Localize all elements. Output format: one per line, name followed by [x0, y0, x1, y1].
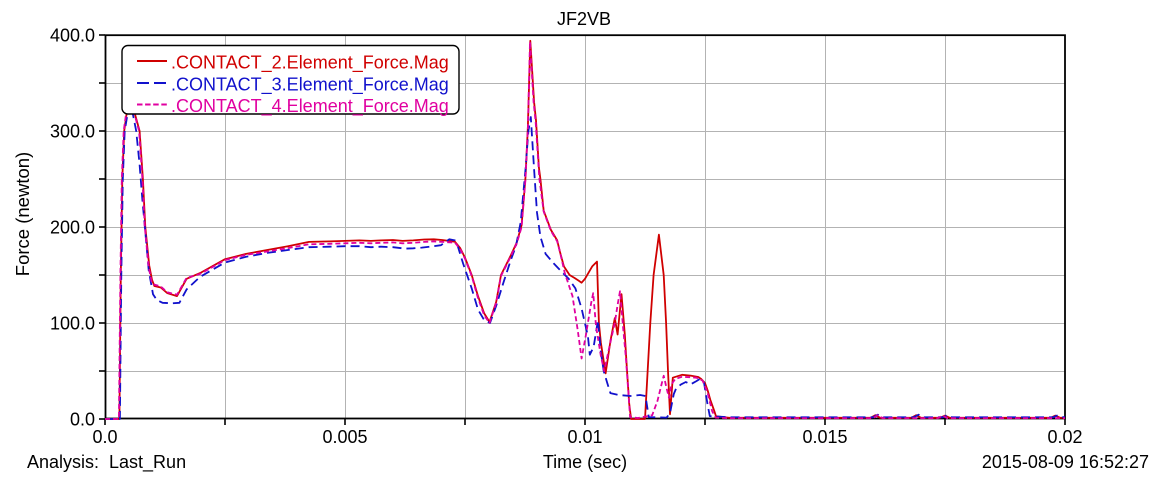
svg-text:.CONTACT_2.Element_Force.Mag: .CONTACT_2.Element_Force.Mag: [171, 53, 449, 74]
svg-text:Analysis: Last_Run: Analysis: Last_Run: [27, 452, 186, 473]
svg-text:300.0: 300.0: [50, 122, 95, 142]
svg-text:0.005: 0.005: [322, 427, 367, 447]
svg-text:200.0: 200.0: [50, 218, 95, 238]
svg-text:0.01: 0.01: [567, 427, 602, 447]
svg-text:Time (sec): Time (sec): [543, 452, 627, 472]
svg-text:0.015: 0.015: [802, 427, 847, 447]
svg-text:0.02: 0.02: [1047, 427, 1082, 447]
svg-text:JF2VB: JF2VB: [557, 9, 611, 29]
svg-text:.CONTACT_4.Element_Force.Mag: .CONTACT_4.Element_Force.Mag: [171, 96, 449, 117]
svg-text:.CONTACT_3.Element_Force.Mag: .CONTACT_3.Element_Force.Mag: [171, 75, 449, 96]
svg-text:Force (newton): Force (newton): [12, 152, 33, 276]
svg-text:0.0: 0.0: [70, 410, 95, 430]
svg-text:100.0: 100.0: [50, 314, 95, 334]
svg-text:400.0: 400.0: [50, 26, 95, 46]
svg-text:0.0: 0.0: [92, 427, 117, 447]
svg-text:2015-08-09 16:52:27: 2015-08-09 16:52:27: [982, 452, 1149, 472]
